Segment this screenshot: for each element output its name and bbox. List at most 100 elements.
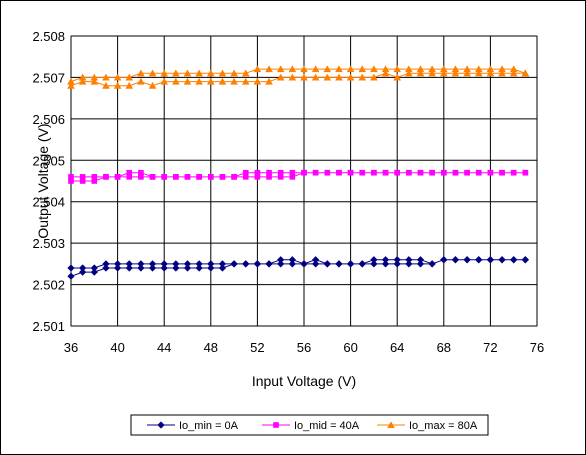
data-point <box>393 256 401 264</box>
data-point <box>393 260 401 268</box>
data-point <box>173 174 179 180</box>
data-point <box>125 81 134 89</box>
y-tick-label: 2.504 <box>32 195 65 210</box>
data-point <box>474 65 483 73</box>
data-point <box>336 169 342 176</box>
data-point <box>183 264 192 272</box>
data-point <box>370 256 378 264</box>
data-point <box>381 65 390 73</box>
data-point <box>277 256 285 264</box>
data-point <box>230 69 238 77</box>
series-0 <box>67 256 529 280</box>
data-point <box>452 169 459 176</box>
data-point <box>207 264 215 272</box>
data-point <box>125 264 133 272</box>
data-point <box>148 69 157 77</box>
data-point <box>371 169 377 176</box>
y-tick-label: 2.508 <box>32 29 65 44</box>
data-point <box>196 174 202 180</box>
data-point <box>440 256 448 264</box>
data-point <box>79 268 87 276</box>
data-point <box>184 174 191 180</box>
data-point <box>301 169 307 176</box>
data-point <box>137 260 145 268</box>
data-point <box>381 260 390 268</box>
data-point <box>207 77 215 85</box>
data-point <box>183 77 192 85</box>
data-point <box>67 77 75 85</box>
data-point <box>68 178 74 184</box>
data-point <box>370 65 378 73</box>
data-point <box>219 174 226 180</box>
data-point <box>253 77 262 85</box>
data-point <box>91 178 98 184</box>
data-point <box>266 169 272 176</box>
data-point <box>289 174 296 180</box>
y-axis-title: Output Voltage (V) <box>35 123 51 238</box>
data-point <box>358 260 366 268</box>
data-point <box>266 174 272 180</box>
data-point <box>416 65 425 73</box>
data-point <box>498 65 506 73</box>
data-point <box>487 169 494 176</box>
data-point <box>172 77 180 85</box>
series-layer <box>67 65 530 280</box>
data-point <box>231 174 237 180</box>
data-point <box>358 65 367 73</box>
legend-label: Io_mid = 40A <box>294 420 360 432</box>
data-point <box>311 73 320 81</box>
data-point <box>451 69 460 77</box>
data-point <box>486 256 494 264</box>
data-point <box>265 260 273 268</box>
data-point <box>230 77 238 85</box>
data-point <box>370 260 378 268</box>
data-point <box>486 65 495 73</box>
data-point <box>102 260 110 268</box>
data-point <box>67 81 75 89</box>
data-point <box>113 73 122 81</box>
data-point <box>265 65 273 73</box>
data-point <box>463 65 471 73</box>
data-point <box>102 264 110 272</box>
x-tick-label: 72 <box>483 340 497 355</box>
data-point <box>161 174 167 180</box>
data-point <box>114 260 122 268</box>
data-point <box>347 260 355 268</box>
data-point <box>113 81 122 89</box>
data-point <box>324 169 331 176</box>
legend: Io_min = 0A Io_mid = 40A Io_max = 80A <box>130 414 489 436</box>
data-point <box>160 264 168 272</box>
data-point <box>289 169 296 176</box>
data-point <box>510 256 518 264</box>
data-point <box>148 264 157 272</box>
y-tick-label: 2.501 <box>32 319 65 334</box>
data-point <box>149 174 156 180</box>
data-point <box>218 69 227 77</box>
data-point <box>277 260 285 268</box>
data-point <box>323 260 331 268</box>
x-tick-label: 64 <box>390 340 404 355</box>
data-point <box>498 256 506 264</box>
data-point <box>67 272 75 280</box>
data-point <box>288 73 297 81</box>
data-point <box>277 169 284 176</box>
x-tick-label: 40 <box>110 340 124 355</box>
data-point <box>126 169 133 176</box>
data-point <box>254 174 261 180</box>
data-point <box>300 65 308 73</box>
data-point <box>91 174 98 180</box>
data-point <box>335 73 343 81</box>
data-point <box>183 69 192 77</box>
data-point <box>475 169 482 176</box>
data-point <box>335 65 343 73</box>
data-point <box>79 264 87 272</box>
data-point <box>416 256 425 264</box>
data-point <box>346 65 355 73</box>
data-point <box>276 65 285 73</box>
data-point <box>242 174 249 180</box>
x-tick-label: 44 <box>157 340 171 355</box>
data-point <box>254 169 261 176</box>
data-point <box>475 256 483 264</box>
data-point <box>474 69 483 77</box>
data-point <box>416 260 425 268</box>
